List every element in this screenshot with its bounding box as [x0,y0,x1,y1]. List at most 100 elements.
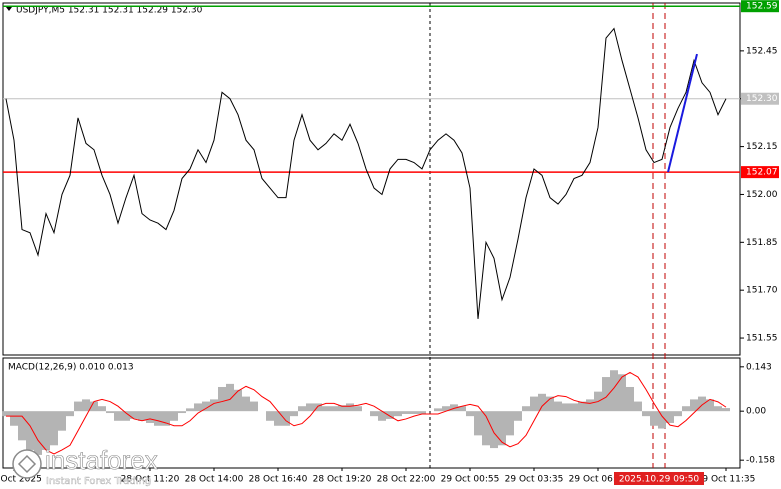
histogram-bar [482,411,490,446]
title-arrow [6,7,12,11]
cursor-time: 2025.10.29 09:50 [619,475,700,485]
x-tick-label: 28 Oct 2025 [0,475,42,485]
histogram-bar [634,401,642,412]
histogram-bar [194,403,202,412]
x-tick-label: 29 Oct 11:35 [697,475,756,485]
histogram-bar [666,411,674,423]
histogram-bar [714,406,722,412]
histogram-bar [146,411,154,423]
histogram-bar [202,401,210,412]
histogram-bar [314,403,322,412]
histogram-bar [114,411,122,421]
histogram-bar [330,406,338,412]
histogram-bar [658,411,666,429]
y-tick-label: 0.143 [746,362,772,372]
histogram-bar [2,411,10,417]
histogram-bar [306,403,314,412]
histogram-bar [338,405,346,412]
price-line [5,27,727,319]
signal-line [6,371,727,455]
histogram-bar [322,406,330,412]
histogram-bar [562,403,570,412]
y-tick-label: 151.70 [746,286,778,296]
histogram-bar [106,411,114,414]
histogram-bar [34,411,42,455]
histogram-bar [602,377,610,412]
histogram-bar [10,411,18,426]
histogram-bar [26,411,34,450]
histogram-bar [218,386,226,412]
x-tick-label: 28 Oct 16:40 [249,475,308,485]
level-label-box [741,92,779,105]
histogram-bar [546,396,554,412]
watermark: instaforex Instant Forex Trading [12,445,158,487]
x-tick-label: 28 Oct 22:00 [377,475,436,485]
histogram-bar [578,401,586,412]
histogram-bar [674,411,682,417]
x-tick-label: 28 Oct 19:20 [313,475,372,485]
histogram-bar [706,399,714,412]
histogram-bar [490,411,498,449]
histogram-bar [266,411,274,421]
level-label: 152.30 [746,94,778,104]
histogram-bar [498,411,506,446]
histogram-bar [458,406,466,412]
x-tick-label: 28 Oct 14:00 [185,475,244,485]
price-panel [2,2,741,356]
histogram-bar [386,411,394,419]
y-tick-label: 152.00 [746,190,778,200]
histogram-bar [450,404,458,412]
histogram-bar [354,406,362,412]
histogram-bar [586,399,594,412]
trend-line [667,53,698,173]
chart-title: USDJPY,M5 152.31 152.31 152.29 152.30 [16,6,203,16]
histogram-bar [626,386,634,412]
level-label-box [741,0,779,13]
histogram-bar [554,401,562,412]
histogram-bar [514,411,522,421]
x-tick-label: 28 Oct 11:20 [121,475,180,485]
histogram-bar [122,411,130,421]
cursor-time-box [614,472,704,485]
histogram-bar [506,411,514,436]
histogram-bar [346,403,354,412]
histogram-bar [370,411,378,417]
histogram-bar [130,411,138,419]
histogram-bar [466,411,474,417]
histogram-bar [154,411,162,426]
histogram-bar [210,399,218,412]
histogram-bar [242,396,250,412]
watermark-tagline: Instant Forex Trading [46,476,151,487]
macd-title: MACD(12,26,9) 0.010 0.013 [8,363,134,373]
histogram-bar [234,389,242,412]
histogram-bar [538,393,546,412]
level-label: 152.07 [746,168,778,178]
level-label: 152.59 [746,2,778,12]
histogram-bar [282,411,290,426]
histogram-bar [82,399,90,412]
y-tick-label: -0.158 [746,456,775,466]
histogram-bar [418,411,426,414]
histogram-bar [722,408,730,412]
x-tick-label: 29 Oct 00:55 [441,475,500,485]
histogram-bar [434,408,442,412]
histogram-bar [170,411,178,421]
histogram-bar [290,411,298,417]
histogram-bar [50,411,58,446]
histogram-bar [42,411,50,450]
histogram-bar [90,401,98,412]
y-tick-label: 0.00 [746,407,766,417]
histogram-bar [162,411,170,426]
histogram-bar [250,401,258,412]
histogram-bar [394,411,402,417]
histogram-bar [642,411,650,417]
watermark-brand: instaforex [45,445,158,475]
level-label-box [741,166,779,179]
histogram-bar [522,406,530,412]
histogram-bar [442,406,450,412]
histogram-bar [410,411,418,414]
histogram-bar [74,401,82,412]
y-tick-label: 151.85 [746,238,778,248]
y-tick-label: 152.45 [746,46,778,56]
